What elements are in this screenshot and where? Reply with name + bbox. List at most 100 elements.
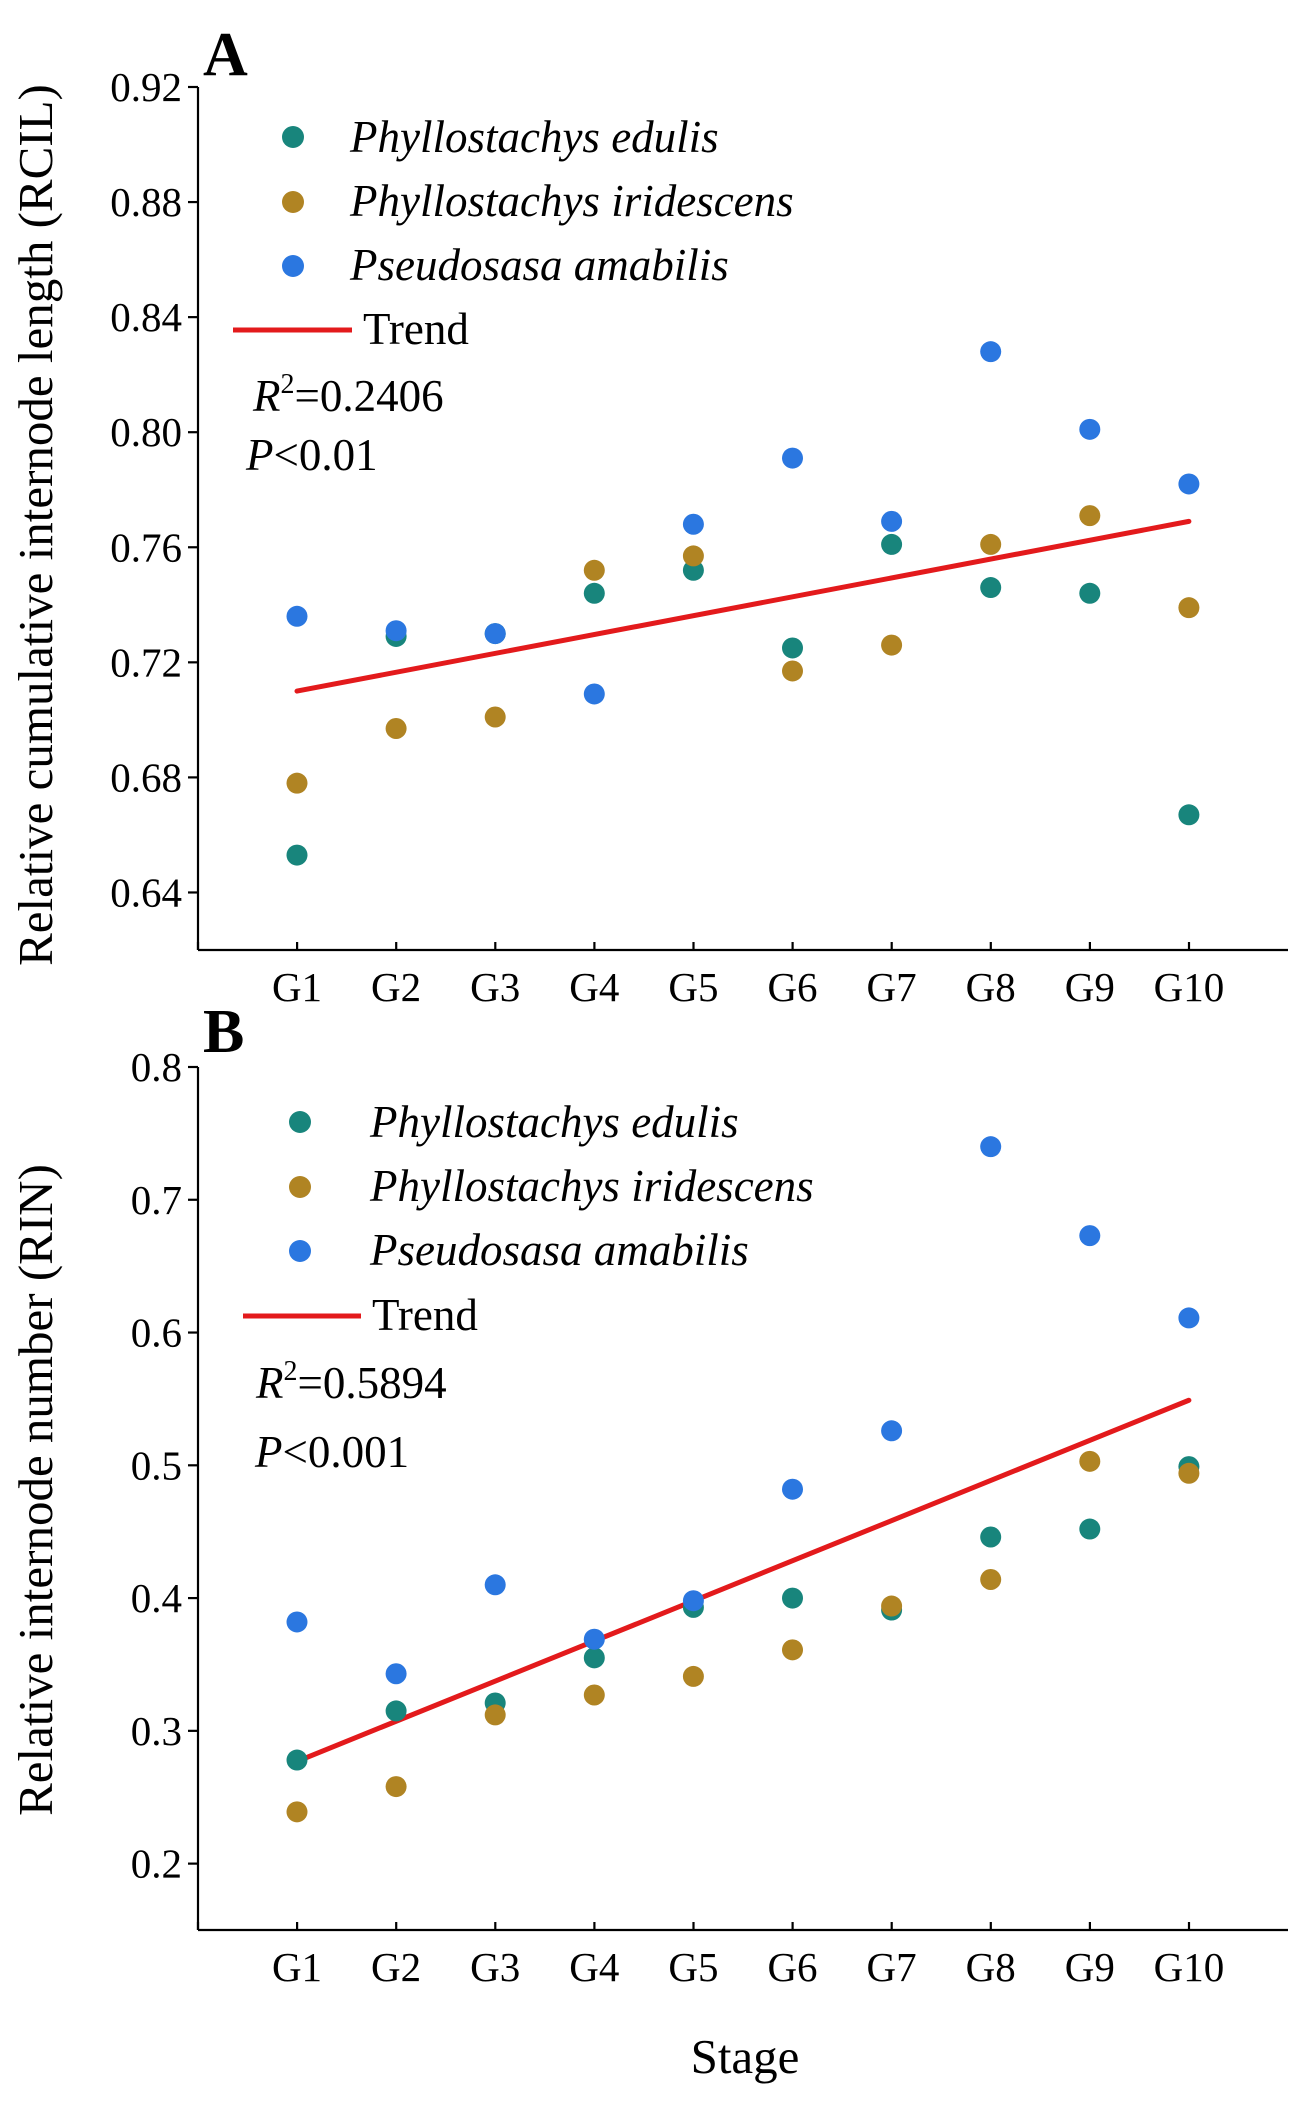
- data-point-iridescens: [1079, 1450, 1101, 1472]
- panel-b-trend-line: [294, 1397, 1192, 1764]
- panel-b-letter: B: [203, 998, 244, 1066]
- data-point-iridescens: [1178, 597, 1200, 619]
- panel-a-x-ticks: G1 G2 G3 G4 G5 G6 G7 G8 G9 G10: [196, 942, 1224, 1010]
- r2-symbol: R: [255, 1358, 284, 1408]
- data-point-amabilis: [782, 1478, 803, 1500]
- x-tick-label: G9: [1065, 964, 1115, 1010]
- data-point-iridescens: [782, 1639, 803, 1661]
- panel-b-r2: R2=0.5894: [255, 1356, 447, 1408]
- data-point-edulis: [682, 559, 704, 581]
- r2-superscript: 2: [284, 1356, 298, 1387]
- data-point-amabilis: [286, 605, 308, 627]
- r2-value: =0.2406: [295, 371, 444, 421]
- x-tick-label: G3: [470, 964, 520, 1010]
- data-point-iridescens: [1079, 505, 1101, 527]
- data-point-iridescens: [980, 1568, 1002, 1590]
- data-point-iridescens: [286, 772, 308, 794]
- panel-a-y-axis-title: Relative cumulative internode length (RC…: [8, 84, 63, 966]
- data-point-edulis: [286, 844, 308, 866]
- p-value: <0.001: [283, 1427, 410, 1477]
- data-point-amabilis: [980, 1136, 1002, 1158]
- legend-marker-edulis: [289, 1111, 311, 1133]
- data-point-amabilis: [881, 510, 903, 532]
- data-point-iridescens: [583, 559, 605, 581]
- data-point-amabilis: [1178, 1307, 1200, 1329]
- panel-a-points: [286, 341, 1200, 866]
- data-point-edulis: [980, 1526, 1002, 1548]
- data-point-edulis: [782, 1587, 803, 1609]
- legend-label-amabilis: Pseudosasa amabilis: [369, 1225, 749, 1275]
- data-point-edulis: [583, 1647, 605, 1669]
- y-tick-label: 0.64: [110, 869, 182, 915]
- r2-value: =0.5894: [298, 1358, 447, 1408]
- x-tick-label: G9: [1065, 1944, 1115, 1990]
- x-tick-label: G6: [767, 1944, 817, 1990]
- x-tick-label: G6: [767, 964, 817, 1010]
- panel-a: A Relative cumulative internode length (…: [8, 21, 1288, 1010]
- x-tick-label: G3: [470, 1944, 520, 1990]
- data-point-edulis: [980, 577, 1002, 599]
- x-axis-title: Stage: [691, 2029, 800, 2084]
- data-point-amabilis: [782, 447, 803, 469]
- data-point-amabilis: [484, 1574, 506, 1596]
- legend-label-trend: Trend: [363, 304, 469, 354]
- x-tick-label: G2: [371, 1944, 421, 1990]
- panel-b: B Relative internode number (RIN) 0.2 0.3…: [8, 998, 1288, 1990]
- data-point-amabilis: [583, 683, 605, 705]
- y-tick-label: 0.8: [131, 1044, 182, 1090]
- data-point-edulis: [385, 1700, 407, 1722]
- legend-label-iridescens: Phyllostachys iridescens: [349, 176, 794, 226]
- data-point-iridescens: [286, 1801, 308, 1823]
- data-point-iridescens: [782, 660, 803, 682]
- y-tick-label: 0.72: [110, 639, 182, 685]
- data-point-amabilis: [385, 1663, 407, 1685]
- legend-label-trend: Trend: [372, 1290, 478, 1340]
- legend-marker-amabilis: [289, 1240, 311, 1262]
- y-tick-label: 0.3: [131, 1708, 182, 1754]
- data-point-iridescens: [484, 1704, 506, 1726]
- data-point-iridescens: [881, 1595, 903, 1617]
- panel-a-r2: R2=0.2406: [252, 369, 444, 421]
- x-tick-label: G2: [371, 964, 421, 1010]
- p-symbol: P: [254, 1427, 283, 1477]
- panel-b-legend: Phyllostachys edulis Phyllostachys iride…: [243, 1097, 814, 1340]
- data-point-edulis: [286, 1749, 308, 1771]
- y-tick-label: 0.6: [131, 1310, 182, 1356]
- data-point-iridescens: [385, 717, 407, 739]
- x-tick-label: G1: [272, 1944, 322, 1990]
- data-point-amabilis: [484, 623, 506, 645]
- panel-a-y-ticks: 0.64 0.68 0.72 0.76 0.80 0.84 0.88 0.92: [110, 64, 198, 915]
- data-point-amabilis: [682, 513, 704, 535]
- data-point-iridescens: [682, 1665, 704, 1687]
- y-tick-label: 0.76: [110, 524, 182, 570]
- legend-label-edulis: Phyllostachys edulis: [369, 1097, 739, 1147]
- data-point-amabilis: [1079, 1225, 1101, 1247]
- y-tick-label: 0.5: [131, 1442, 182, 1488]
- x-tick-label: G5: [668, 1944, 718, 1990]
- legend-marker-amabilis: [282, 255, 304, 277]
- panel-b-x-ticks: G1 G2 G3 G4 G5 G6 G7 G8 G9 G10: [196, 1922, 1225, 1990]
- data-point-amabilis: [881, 1420, 903, 1442]
- panel-a-p-value: P<0.01: [245, 430, 378, 480]
- y-tick-label: 0.84: [110, 294, 182, 340]
- legend-marker-edulis: [282, 126, 304, 148]
- panel-b-y-ticks: 0.2 0.3 0.4 0.5 0.6 0.7 0.8: [131, 1044, 198, 1887]
- y-tick-label: 0.92: [110, 64, 182, 110]
- x-tick-label: G1: [272, 964, 322, 1010]
- legend-label-edulis: Phyllostachys edulis: [349, 112, 719, 162]
- data-point-iridescens: [1178, 1462, 1200, 1484]
- legend-marker-iridescens: [289, 1176, 311, 1198]
- data-point-amabilis: [1178, 473, 1200, 495]
- panel-b-p-value: P<0.001: [254, 1427, 409, 1477]
- data-point-amabilis: [1079, 418, 1101, 440]
- data-point-edulis: [782, 637, 803, 659]
- x-tick-label: G10: [1154, 1944, 1225, 1990]
- data-point-iridescens: [881, 634, 903, 656]
- p-symbol: P: [245, 430, 274, 480]
- data-point-amabilis: [980, 341, 1002, 363]
- panel-a-trend-line: [294, 518, 1192, 694]
- panel-b-points: [286, 1136, 1200, 1823]
- data-point-edulis: [1079, 582, 1101, 604]
- x-tick-label: G8: [966, 1944, 1016, 1990]
